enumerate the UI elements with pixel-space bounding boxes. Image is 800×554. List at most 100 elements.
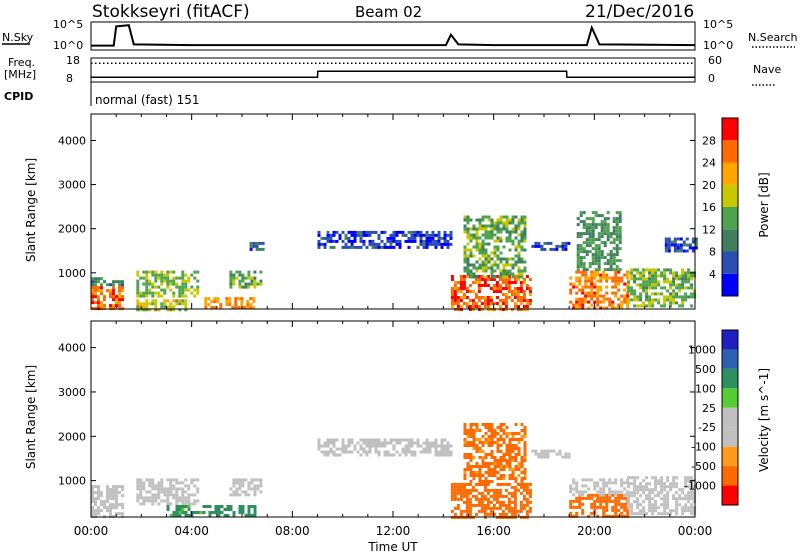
data-cell (193, 499, 197, 503)
data-cell (214, 508, 218, 511)
data-cell (520, 480, 524, 483)
data-cell (481, 224, 485, 228)
data-cell (523, 474, 527, 477)
data-cell (175, 511, 179, 514)
data-cell (511, 263, 515, 267)
data-cell (612, 229, 616, 233)
data-cell (154, 487, 158, 491)
data-cell (466, 215, 470, 219)
data-cell (477, 299, 481, 302)
data-cell (247, 270, 251, 274)
data-cell (687, 286, 691, 290)
data-cell (657, 479, 661, 483)
data-cell (478, 248, 482, 252)
data-cell (600, 250, 604, 254)
data-cell (456, 482, 460, 486)
data-cell (425, 230, 429, 234)
data-cell (350, 450, 354, 454)
data-cell (178, 508, 182, 511)
data-cell (510, 293, 514, 296)
data-cell (531, 449, 535, 453)
data-cell (463, 230, 467, 234)
data-cell (475, 218, 479, 222)
data-cell (508, 272, 512, 276)
data-cell (520, 239, 524, 243)
data-cell (612, 241, 616, 245)
data-cell (410, 444, 414, 448)
data-cell (252, 241, 256, 245)
data-cell (365, 230, 369, 234)
data-cell (569, 291, 573, 295)
data-cell (246, 303, 250, 307)
data-cell (603, 232, 607, 236)
data-cell (490, 275, 494, 279)
data-cell (91, 301, 94, 305)
data-cell (383, 245, 387, 249)
data-cell (654, 268, 658, 272)
data-cell (654, 274, 658, 278)
data-cell (139, 294, 143, 298)
data-cell (450, 482, 454, 486)
data-cell (353, 230, 357, 234)
data-cell (407, 444, 411, 448)
data-cell (651, 277, 655, 281)
data-cell (383, 438, 387, 442)
data-cell (163, 276, 167, 280)
data-cell (654, 506, 658, 510)
data-cell (487, 230, 491, 234)
data-cell (477, 503, 481, 507)
data-cell (511, 239, 515, 243)
data-cell (172, 270, 176, 274)
data-cell (615, 232, 619, 236)
data-cell (259, 478, 263, 482)
data-cell (546, 449, 550, 453)
data-cell (504, 506, 508, 510)
data-cell (496, 245, 500, 249)
data-cell (657, 268, 661, 272)
data-cell (588, 238, 592, 242)
data-cell (495, 284, 499, 287)
data-cell (522, 494, 526, 498)
data-cell (630, 503, 634, 507)
data-cell (690, 304, 694, 308)
cpid-label: CPID (4, 90, 33, 103)
data-cell (498, 278, 502, 281)
data-cell (112, 280, 115, 284)
data-cell (508, 462, 512, 465)
data-cell (627, 280, 631, 284)
data-cell (636, 503, 640, 507)
data-cell (597, 238, 601, 242)
data-cell (597, 247, 601, 251)
data-cell (664, 249, 668, 253)
data-cell (392, 236, 396, 240)
freq-line (91, 70, 695, 78)
data-cell (109, 494, 112, 498)
data-cell (626, 294, 630, 298)
data-cell (317, 444, 321, 448)
data-cell (118, 301, 121, 305)
data-cell (517, 272, 521, 276)
data-cell (486, 500, 490, 504)
data-cell (505, 444, 509, 447)
data-cell (499, 251, 503, 255)
data-cell (502, 221, 506, 225)
data-cell (184, 288, 188, 292)
data-cell (501, 503, 505, 507)
data-cell (617, 282, 621, 286)
data-cell (684, 476, 688, 480)
data-cell (483, 299, 487, 302)
data-cell (459, 287, 463, 290)
data-cell (472, 477, 476, 480)
data-cell (475, 227, 479, 231)
data-cell (594, 211, 598, 215)
data-cell (106, 506, 109, 510)
data-cell (326, 441, 330, 445)
colorbar-tick-label: 8 (709, 246, 716, 259)
data-cell (663, 301, 667, 305)
data-cell (450, 302, 454, 305)
data-cell (591, 211, 595, 215)
data-cell (443, 233, 447, 237)
data-cell (597, 250, 601, 254)
data-cell (118, 485, 121, 489)
data-cell (684, 503, 688, 507)
